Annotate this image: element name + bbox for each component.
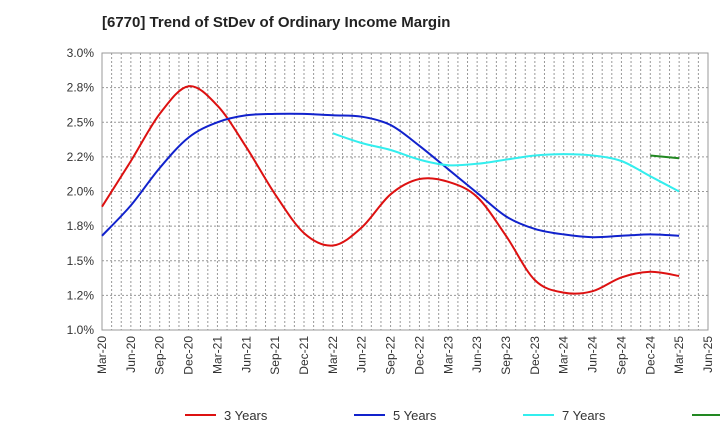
series-line-5-years (101, 112, 680, 239)
x-tick-label: Sep-20 (153, 336, 167, 375)
legend-label-3-years: 3 Years (224, 408, 268, 423)
x-tick-label: Jun-21 (239, 336, 253, 373)
x-tick-label: Dec-24 (643, 336, 657, 375)
series-line-10-years (650, 154, 680, 160)
y-tick-label: 1.2% (67, 288, 95, 302)
x-tick-label: Jun-22 (355, 336, 369, 373)
x-tick-label: Mar-22 (326, 336, 340, 374)
x-tick-label: Jun-24 (586, 336, 600, 373)
y-tick-label: 1.8% (67, 219, 95, 233)
grid-layer (101, 52, 709, 331)
x-tick-label: Sep-22 (384, 336, 398, 375)
x-tick-label: Jun-23 (470, 336, 484, 373)
x-tick-label: Dec-20 (182, 336, 196, 375)
y-tick-label: 2.5% (67, 115, 95, 129)
series-line-7-years (332, 132, 680, 193)
x-tick-label: Dec-23 (528, 336, 542, 375)
x-tick-label: Sep-23 (499, 336, 513, 375)
y-tick-label: 1.0% (67, 323, 95, 337)
y-tick-label: 2.2% (67, 150, 95, 164)
x-tick-label: Mar-25 (672, 336, 686, 374)
series-line-3-years (101, 85, 680, 295)
plot-area (101, 52, 709, 331)
x-tick-label: Mar-23 (441, 336, 455, 374)
series-layer (101, 85, 680, 295)
x-tick-label: Sep-21 (268, 336, 282, 375)
y-tick-label: 3.0% (67, 46, 95, 60)
x-tick-label: Jun-20 (124, 336, 138, 373)
x-tick-label: Dec-22 (412, 336, 426, 375)
chart-title: [6770] Trend of StDev of Ordinary Income… (102, 14, 451, 31)
y-tick-label: 2.0% (67, 185, 95, 199)
legend-label-5-years: 5 Years (393, 408, 437, 423)
x-tick-label: Jun-25 (701, 336, 715, 373)
x-tick-label: Dec-21 (297, 336, 311, 375)
x-tick-label: Mar-24 (557, 336, 571, 374)
legend-label-7-years: 7 Years (562, 408, 606, 423)
x-tick-label: Mar-20 (95, 336, 109, 374)
y-tick-label: 2.8% (67, 81, 95, 95)
x-tick-label: Mar-21 (210, 336, 224, 374)
axis-layer: 1.0% 1.2% 1.5% 1.8% 2.0% 2.2% 2.5% 2.8% 3.0% Mar-… (67, 46, 715, 375)
x-tick-label: Sep-24 (614, 336, 628, 375)
y-tick-label: 1.5% (67, 254, 95, 268)
